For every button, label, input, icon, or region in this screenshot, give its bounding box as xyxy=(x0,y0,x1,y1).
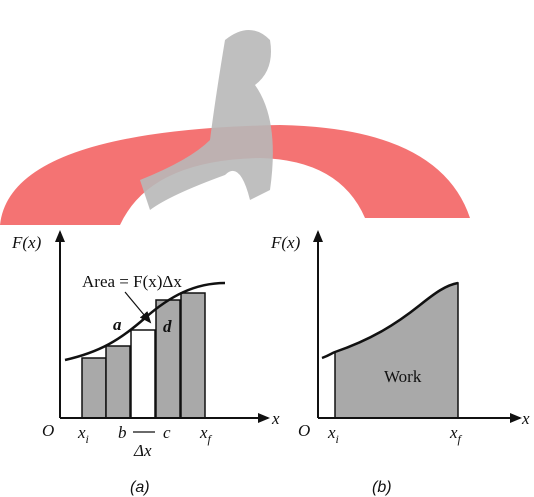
strip xyxy=(82,358,106,418)
x-sub: f xyxy=(458,432,463,446)
strip-highlight xyxy=(131,330,155,418)
x-sub: i xyxy=(336,432,339,446)
watermark-figure xyxy=(140,30,273,210)
work-label: Work xyxy=(384,367,422,386)
panel-a: F(x) x O Area = F(x)Δx a d xi b c Δx xf … xyxy=(11,232,280,496)
strip xyxy=(106,346,130,418)
x-axis-label: x xyxy=(521,409,530,428)
c-label: c xyxy=(163,423,171,442)
x-axis-label: x xyxy=(271,409,280,428)
x-f-label: xf xyxy=(199,423,213,446)
delta-x-label: Δx xyxy=(133,441,152,460)
point-a: a xyxy=(113,315,122,334)
panel-b: F(x) x O xi xf Work (b) xyxy=(270,232,530,496)
work-area xyxy=(335,283,458,418)
strip xyxy=(181,293,205,418)
origin: O xyxy=(42,421,54,440)
point-d: d xyxy=(163,317,172,336)
figure: F(x) x O Area = F(x)Δx a d xi b c Δx xf … xyxy=(0,0,534,497)
caption: (b) xyxy=(372,479,392,496)
area-label: Area = F(x)Δx xyxy=(82,272,182,291)
page: {"panel_a": {"y_axis_label": "F(x)", "x_… xyxy=(0,0,534,497)
x-f-label: xf xyxy=(449,423,463,446)
y-axis-label: F(x) xyxy=(11,233,42,252)
x-sub: f xyxy=(208,432,213,446)
x-i-label: xi xyxy=(327,423,339,446)
x-i-label: xi xyxy=(77,423,89,446)
b-label: b xyxy=(118,423,127,442)
x-sub: i xyxy=(86,432,89,446)
origin: O xyxy=(298,421,310,440)
y-axis-label: F(x) xyxy=(270,233,301,252)
pointer xyxy=(125,292,150,322)
caption: (a) xyxy=(130,479,150,496)
